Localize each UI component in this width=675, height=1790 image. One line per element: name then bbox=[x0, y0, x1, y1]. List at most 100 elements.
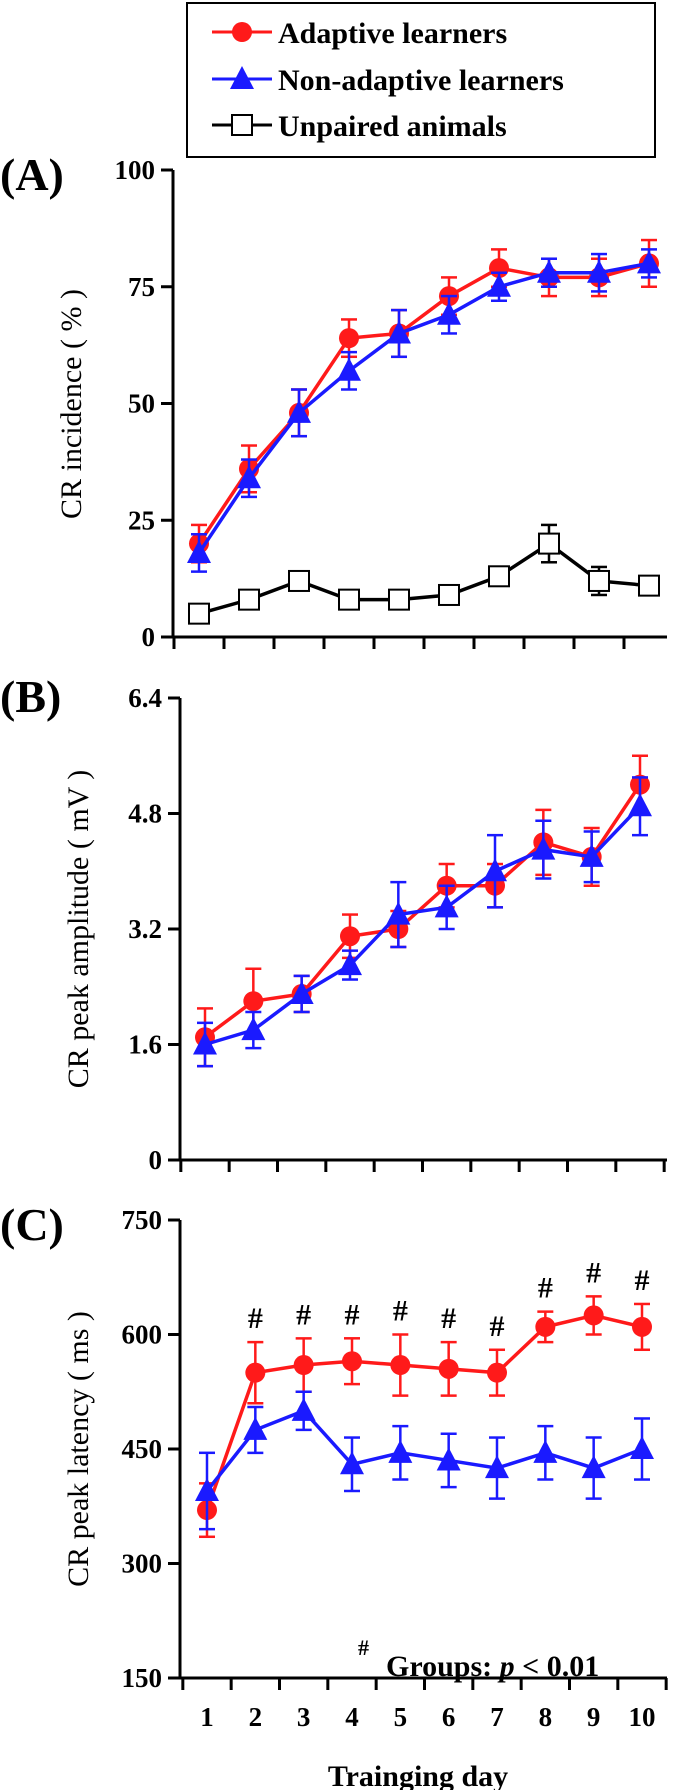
y-tick-label: 100 bbox=[115, 155, 156, 185]
data-point bbox=[583, 1305, 604, 1326]
series-line bbox=[205, 1313, 643, 1511]
panel-label: (A) bbox=[0, 149, 64, 200]
legend-label-adaptive: Adaptive learners bbox=[278, 17, 507, 50]
legend-label-unpaired: Unpaired animals bbox=[278, 110, 507, 143]
y-tick-label: 150 bbox=[122, 1663, 163, 1693]
x-tick-label: 2 bbox=[249, 1702, 263, 1732]
panel-a: (A) 0 25 50 75 100 CR incidence ( % ) bbox=[0, 149, 667, 652]
data-point bbox=[338, 952, 362, 976]
x-tick-label: 10 bbox=[629, 1702, 656, 1732]
data-point bbox=[193, 1031, 217, 1055]
x-tick-label: 8 bbox=[539, 1702, 553, 1732]
significance-hash: # bbox=[586, 1256, 601, 1289]
data-point bbox=[386, 901, 411, 925]
series-triangle bbox=[187, 248, 661, 573]
legend-label-non-adaptive: Non-adaptive learners bbox=[278, 64, 564, 97]
series-line bbox=[198, 541, 650, 616]
data-point bbox=[487, 273, 511, 297]
data-point bbox=[238, 588, 260, 611]
y-tick-label: 300 bbox=[122, 1549, 163, 1579]
legend-circle-marker bbox=[232, 22, 252, 42]
y-axis-title: CR peak latency ( ms ) bbox=[62, 1311, 95, 1587]
data-point bbox=[487, 1362, 507, 1383]
y-axis-title: CR peak amplitude ( mV ) bbox=[62, 770, 95, 1089]
data-point bbox=[243, 991, 264, 1012]
data-point bbox=[630, 1436, 654, 1459]
data-point bbox=[438, 583, 460, 606]
series-line bbox=[197, 261, 650, 545]
panel-c: (C) 150 300 450 600 750 CR peak latency ( ms )… bbox=[0, 1199, 668, 1732]
data-point bbox=[632, 1316, 652, 1337]
y-tick-label: 750 bbox=[122, 1205, 163, 1235]
legend-item-adaptive: Adaptive learners bbox=[212, 17, 507, 50]
series-circle bbox=[197, 1295, 652, 1539]
data-point bbox=[533, 1439, 558, 1463]
data-point bbox=[488, 565, 510, 588]
data-point bbox=[195, 1477, 219, 1501]
data-point bbox=[337, 357, 361, 381]
data-point bbox=[288, 569, 310, 592]
data-point bbox=[535, 1316, 556, 1337]
y-tick-label: 0 bbox=[142, 622, 156, 652]
data-point bbox=[339, 328, 359, 349]
x-tick-label: 4 bbox=[345, 1702, 359, 1732]
data-point bbox=[291, 1397, 316, 1421]
significance-hash: # bbox=[248, 1302, 263, 1335]
note-hash: # bbox=[358, 1635, 369, 1660]
panel-b: (B) 0 1.6 3.2 4.8 6.4 CR peak amplitude ( mV ) bbox=[0, 671, 667, 1175]
x-tick-label: 9 bbox=[587, 1702, 601, 1732]
data-point bbox=[581, 1455, 606, 1479]
significance-hash: # bbox=[345, 1298, 360, 1331]
data-point bbox=[241, 1017, 266, 1041]
significance-hash: # bbox=[538, 1272, 553, 1305]
y-tick-label: 1.6 bbox=[128, 1030, 162, 1060]
y-tick-label: 600 bbox=[122, 1320, 163, 1350]
series-line bbox=[205, 1408, 643, 1493]
y-tick-label: 3.2 bbox=[128, 914, 162, 944]
data-point bbox=[340, 1451, 364, 1475]
data-point bbox=[293, 1355, 314, 1376]
x-tick-label: 1 bbox=[200, 1702, 214, 1732]
data-point bbox=[188, 602, 210, 625]
data-point bbox=[245, 1362, 266, 1383]
data-point bbox=[342, 1351, 362, 1372]
x-tick-label: 5 bbox=[394, 1702, 408, 1732]
data-point bbox=[187, 539, 211, 563]
data-point bbox=[483, 858, 507, 882]
series-triangle bbox=[193, 776, 652, 1068]
y-axis-title: CR incidence ( % ) bbox=[55, 289, 88, 519]
data-point bbox=[390, 1355, 411, 1376]
data-point bbox=[638, 574, 660, 597]
data-point bbox=[434, 894, 459, 918]
series-line bbox=[203, 783, 642, 1039]
data-point bbox=[243, 1416, 268, 1440]
x-tick-label: 6 bbox=[442, 1702, 456, 1732]
x-tick-label: 3 bbox=[297, 1702, 311, 1732]
x-axis-title: Trainging day bbox=[328, 1760, 508, 1790]
series-triangle bbox=[195, 1390, 654, 1531]
legend: Adaptive learners Non-adaptive learners … bbox=[186, 2, 656, 158]
data-point bbox=[537, 259, 561, 283]
significance-hash: # bbox=[441, 1302, 456, 1335]
y-tick-label: 75 bbox=[128, 272, 155, 302]
legend-item-non-adaptive: Non-adaptive learners bbox=[212, 64, 564, 97]
data-point bbox=[237, 465, 261, 489]
significance-hash: # bbox=[296, 1298, 311, 1331]
series-line bbox=[197, 261, 650, 554]
y-tick-label: 6.4 bbox=[128, 683, 162, 713]
data-point bbox=[637, 250, 661, 274]
data-point bbox=[289, 980, 314, 1004]
data-point bbox=[387, 320, 411, 344]
data-point bbox=[388, 588, 410, 611]
data-point bbox=[485, 1455, 509, 1479]
y-tick-label: 50 bbox=[128, 389, 155, 419]
data-point bbox=[437, 301, 461, 325]
legend-triangle-marker bbox=[230, 66, 254, 89]
significance-hash: # bbox=[490, 1310, 505, 1343]
data-point bbox=[436, 1447, 461, 1471]
panel-label: (C) bbox=[0, 1199, 64, 1250]
series-circle bbox=[189, 238, 659, 564]
significance-hash: # bbox=[393, 1295, 408, 1328]
data-point bbox=[338, 588, 360, 611]
